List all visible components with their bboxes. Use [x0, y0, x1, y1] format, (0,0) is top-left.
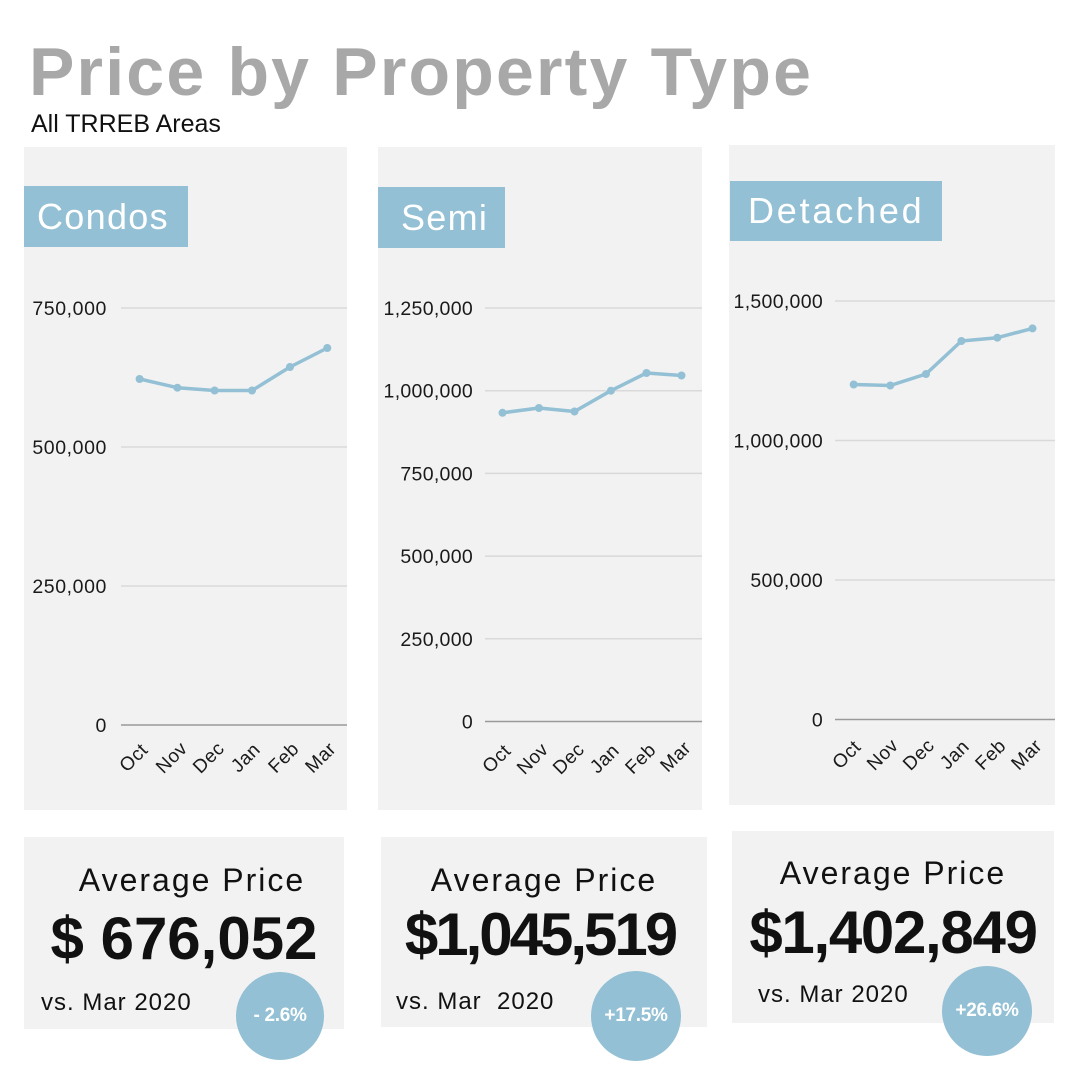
svg-text:1,000,000: 1,000,000 — [384, 381, 473, 403]
svg-text:1,000,000: 1,000,000 — [734, 431, 823, 453]
svg-text:Jan: Jan — [936, 736, 974, 774]
svg-text:Jan: Jan — [227, 739, 265, 777]
svg-text:Oct: Oct — [479, 741, 516, 778]
svg-text:750,000: 750,000 — [32, 298, 107, 320]
svg-text:Mar: Mar — [1008, 735, 1047, 774]
svg-text:Feb: Feb — [622, 740, 661, 779]
svg-text:Feb: Feb — [265, 739, 304, 778]
svg-text:Oct: Oct — [829, 737, 866, 774]
svg-text:Nov: Nov — [863, 735, 903, 775]
svg-text:Jan: Jan — [586, 740, 624, 778]
svg-text:0: 0 — [812, 710, 823, 732]
svg-text:Feb: Feb — [972, 736, 1011, 775]
svg-text:Dec: Dec — [899, 735, 939, 775]
svg-text:Mar: Mar — [657, 737, 696, 776]
svg-text:1,250,000: 1,250,000 — [384, 298, 473, 320]
svg-text:Nov: Nov — [152, 738, 192, 778]
svg-text:250,000: 250,000 — [400, 629, 473, 651]
svg-text:0: 0 — [462, 712, 473, 734]
svg-text:Mar: Mar — [302, 738, 341, 777]
svg-text:Dec: Dec — [549, 739, 589, 779]
svg-text:Nov: Nov — [513, 739, 553, 779]
svg-text:750,000: 750,000 — [400, 463, 473, 485]
svg-text:Dec: Dec — [189, 738, 229, 778]
svg-text:1,500,000: 1,500,000 — [734, 291, 823, 313]
svg-text:0: 0 — [96, 715, 107, 737]
svg-text:250,000: 250,000 — [32, 576, 107, 598]
svg-text:500,000: 500,000 — [400, 546, 473, 568]
svg-text:500,000: 500,000 — [750, 570, 823, 592]
svg-text:Oct: Oct — [116, 740, 153, 777]
svg-text:500,000: 500,000 — [32, 437, 107, 459]
